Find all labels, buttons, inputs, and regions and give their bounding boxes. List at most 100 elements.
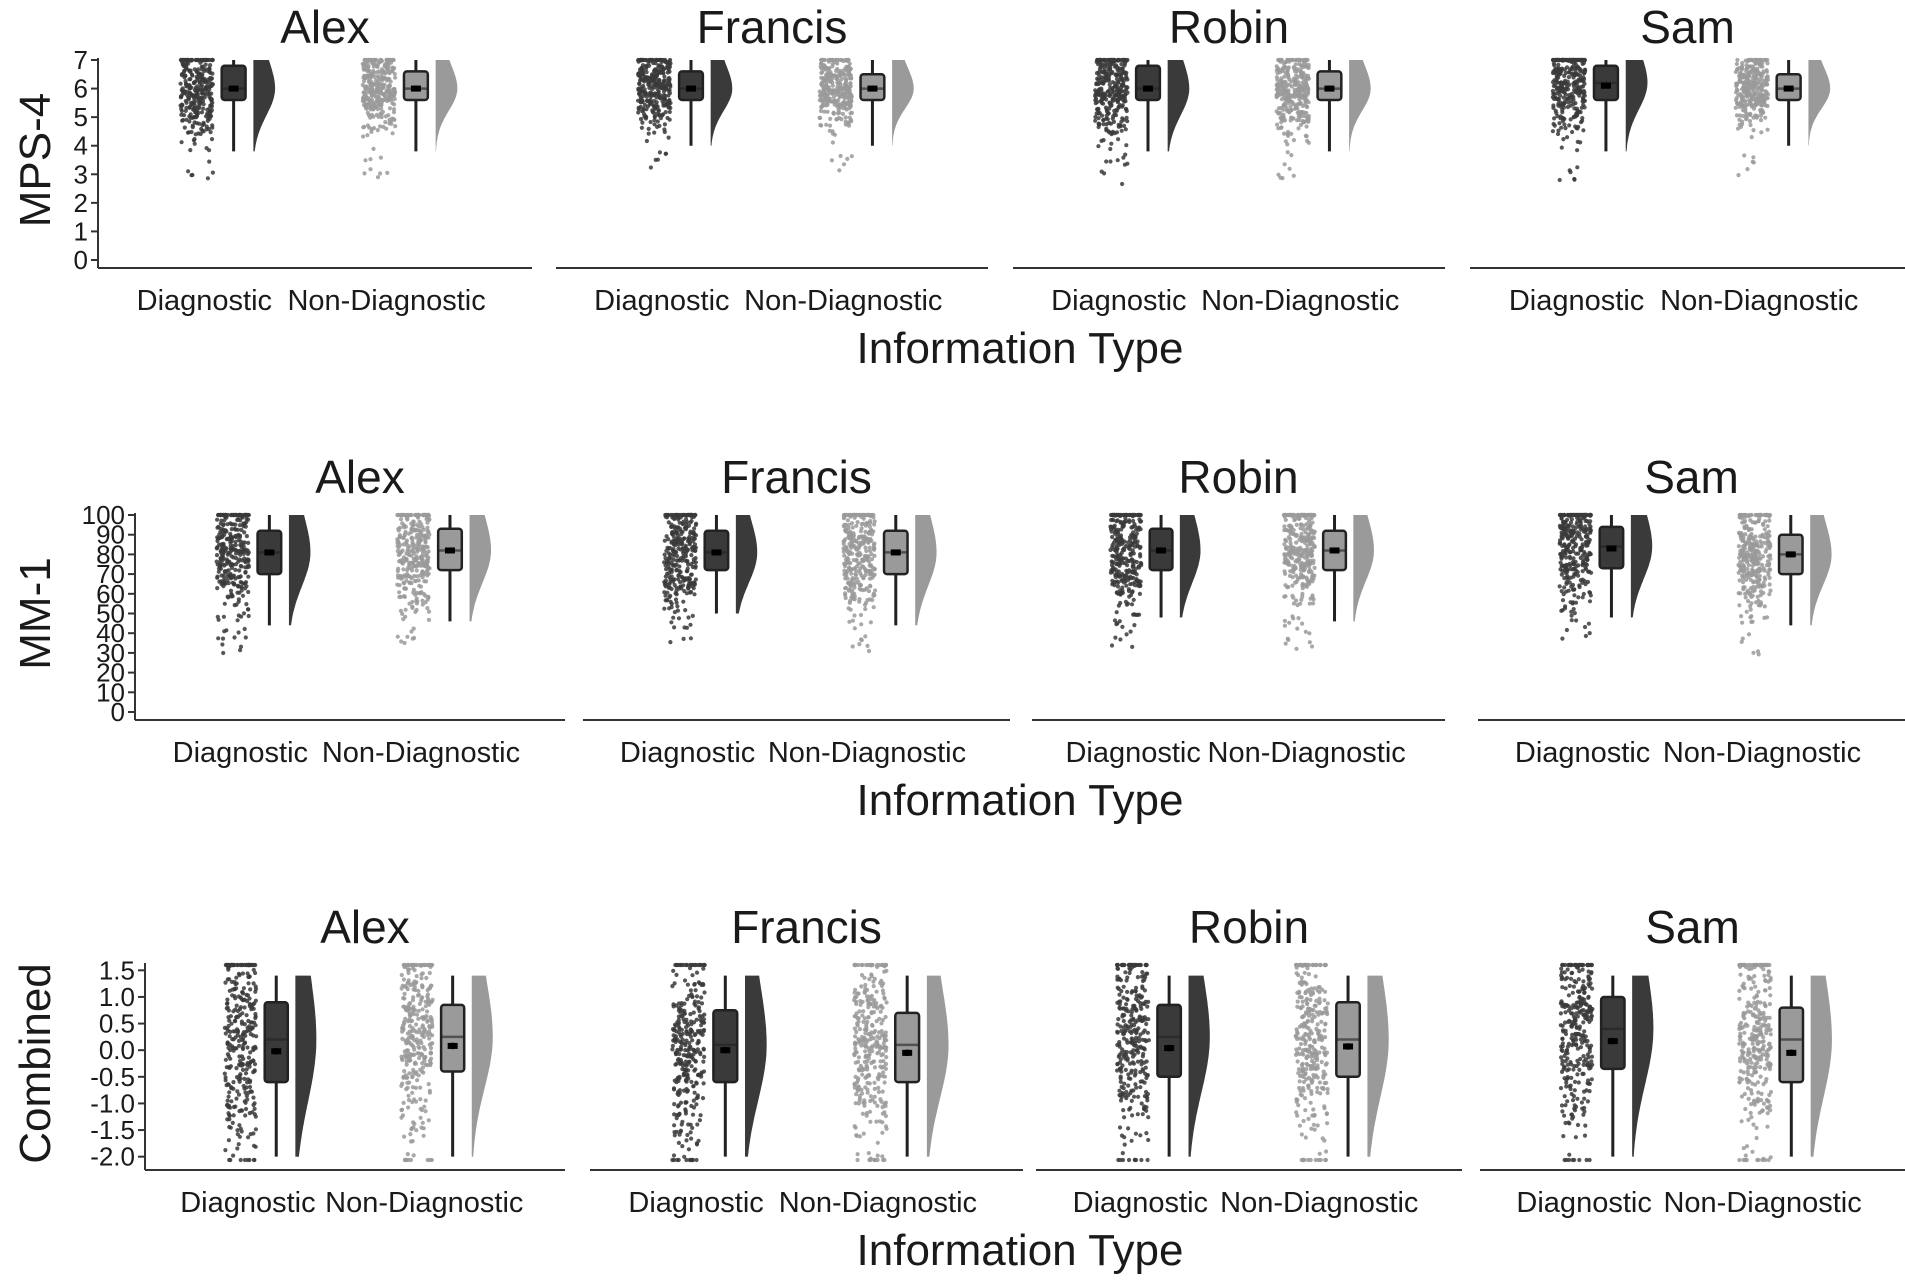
series-non-diagnostic: Non-Diagnostic	[744, 57, 942, 317]
data-point	[1583, 539, 1589, 545]
data-point	[382, 97, 387, 102]
data-point	[655, 83, 660, 88]
data-point	[387, 84, 392, 89]
data-point	[1312, 573, 1317, 578]
data-point	[663, 110, 668, 115]
data-point	[690, 548, 695, 553]
data-point	[1568, 170, 1573, 175]
data-point	[403, 586, 408, 591]
data-point	[1759, 83, 1764, 88]
data-point	[1286, 65, 1291, 70]
data-point	[367, 87, 372, 92]
data-point	[1274, 93, 1279, 98]
data-point	[1127, 576, 1132, 581]
panel-title: Alex	[315, 451, 404, 503]
data-point	[375, 99, 380, 104]
data-point	[1552, 78, 1557, 83]
data-point	[655, 124, 660, 129]
data-point	[867, 545, 872, 550]
data-point	[665, 70, 670, 75]
data-point	[184, 82, 189, 87]
data-point	[1297, 109, 1302, 114]
data-point	[1111, 90, 1116, 95]
data-point	[1751, 160, 1756, 165]
data-point	[187, 86, 192, 91]
data-point	[236, 559, 241, 564]
data-point	[209, 137, 215, 142]
data-point	[1298, 601, 1303, 606]
data-point	[824, 72, 829, 77]
data-point	[1307, 640, 1312, 645]
data-point	[1563, 126, 1568, 131]
category-label: Diagnostic	[137, 285, 272, 317]
data-point	[1280, 176, 1285, 181]
data-point	[668, 640, 673, 645]
data-point	[1557, 584, 1562, 589]
data-point	[1108, 57, 1113, 63]
data-point	[1576, 595, 1581, 600]
data-point	[185, 57, 190, 63]
y-tick-label: 2	[74, 188, 88, 218]
data-point	[371, 114, 376, 119]
data-point	[692, 512, 697, 518]
data-point	[416, 578, 421, 583]
data-point	[362, 124, 367, 129]
data-point	[188, 112, 193, 117]
data-point	[1284, 527, 1289, 533]
data-point	[231, 512, 236, 518]
data-point	[1582, 624, 1588, 630]
data-point	[667, 109, 672, 115]
data-point	[214, 559, 219, 564]
data-point	[821, 87, 826, 92]
data-point	[232, 603, 237, 608]
data-point	[655, 157, 661, 162]
data-point	[1126, 587, 1131, 592]
category-label: Diagnostic	[1065, 737, 1200, 769]
data-point	[1556, 103, 1561, 108]
data-point	[1112, 57, 1117, 63]
data-point	[865, 569, 870, 574]
data-point	[1312, 565, 1317, 571]
data-point	[363, 158, 368, 163]
data-point	[1300, 512, 1305, 518]
data-point	[1285, 100, 1291, 106]
chart-row-1: MM-10102030405060708090100AlexDiagnostic…	[11, 451, 1905, 825]
data-point	[1108, 86, 1113, 91]
data-point	[388, 69, 393, 74]
data-point	[1291, 173, 1296, 178]
data-point	[638, 117, 644, 122]
data-point	[1578, 545, 1583, 551]
data-point	[1295, 118, 1300, 123]
data-point	[830, 91, 835, 96]
data-point	[849, 76, 854, 81]
data-point	[1572, 593, 1577, 598]
data-point	[1752, 81, 1757, 86]
data-point	[215, 546, 220, 551]
data-point	[862, 602, 868, 608]
data-point	[197, 87, 202, 92]
data-point	[423, 593, 428, 598]
data-point	[1568, 563, 1573, 568]
data-point	[190, 73, 195, 78]
data-point	[681, 636, 686, 642]
data-point	[1284, 106, 1290, 111]
data-point	[665, 598, 670, 603]
data-point	[1551, 61, 1556, 66]
data-point	[203, 62, 208, 67]
data-point	[1129, 602, 1135, 607]
data-point	[639, 125, 645, 130]
data-point	[1134, 559, 1139, 565]
data-point	[1309, 535, 1315, 541]
data-point	[397, 583, 402, 588]
data-point	[830, 140, 836, 145]
data-point	[1302, 110, 1307, 115]
panel-title: Alex	[280, 1, 369, 53]
data-point	[835, 117, 840, 122]
data-point	[1309, 644, 1315, 649]
data-point	[1101, 118, 1106, 123]
data-point	[1119, 62, 1124, 67]
data-point	[365, 57, 370, 63]
category-label: Diagnostic	[1051, 285, 1186, 317]
data-point	[396, 528, 401, 533]
mean-marker	[1156, 547, 1167, 554]
